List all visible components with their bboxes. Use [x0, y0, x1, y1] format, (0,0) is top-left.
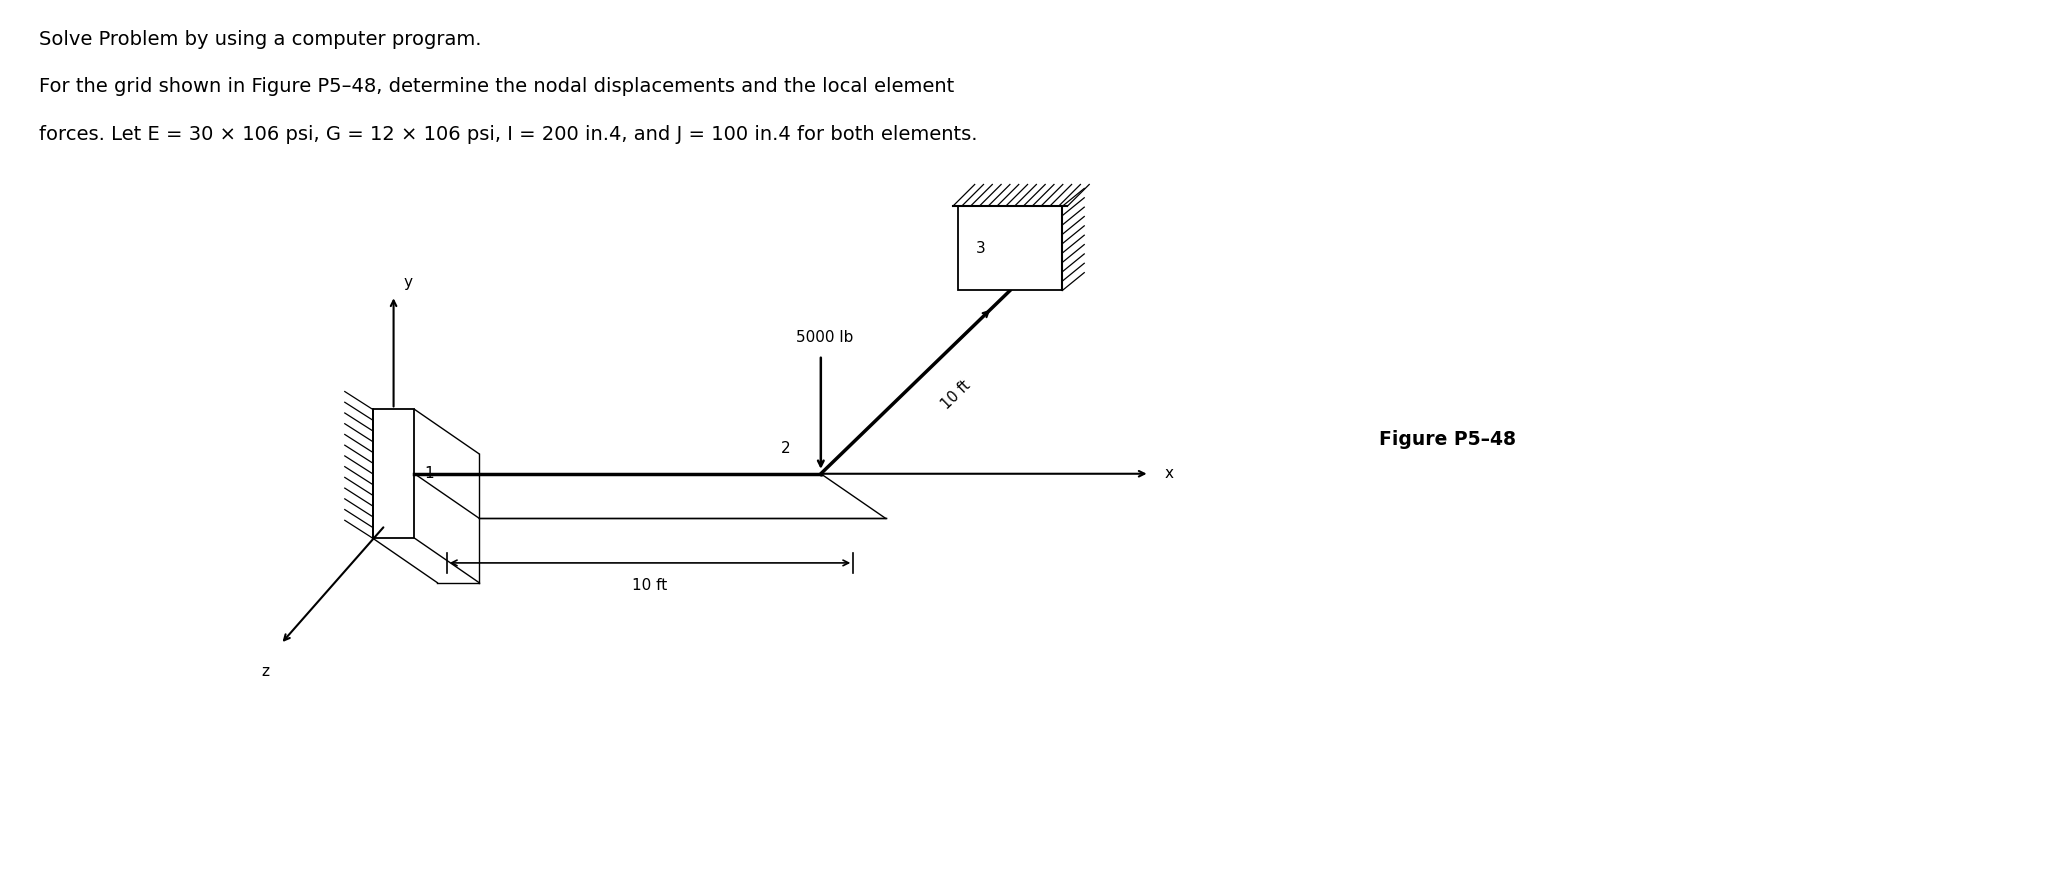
Text: 10 ft: 10 ft: [632, 578, 667, 593]
Text: forces. Let E = 30 × 106 psi, G = 12 × 106 psi, I = 200 in.4, and J = 100 in.4 f: forces. Let E = 30 × 106 psi, G = 12 × 1…: [39, 125, 978, 144]
Text: Solve Problem by using a computer program.: Solve Problem by using a computer progra…: [39, 30, 481, 49]
Text: 3: 3: [976, 240, 986, 256]
Bar: [372, 409, 415, 538]
Text: 5000 lb: 5000 lb: [796, 330, 853, 345]
Text: x: x: [1164, 467, 1174, 481]
Text: For the grid shown in Figure P5–48, determine the nodal displacements and the lo: For the grid shown in Figure P5–48, dete…: [39, 78, 953, 97]
Text: y: y: [403, 275, 413, 291]
Text: 1: 1: [424, 467, 434, 481]
Bar: [958, 207, 1062, 291]
Text: 10 ft: 10 ft: [939, 378, 974, 413]
Text: Figure P5–48: Figure P5–48: [1379, 430, 1516, 449]
Text: z: z: [262, 664, 270, 679]
Text: 2: 2: [782, 441, 792, 456]
